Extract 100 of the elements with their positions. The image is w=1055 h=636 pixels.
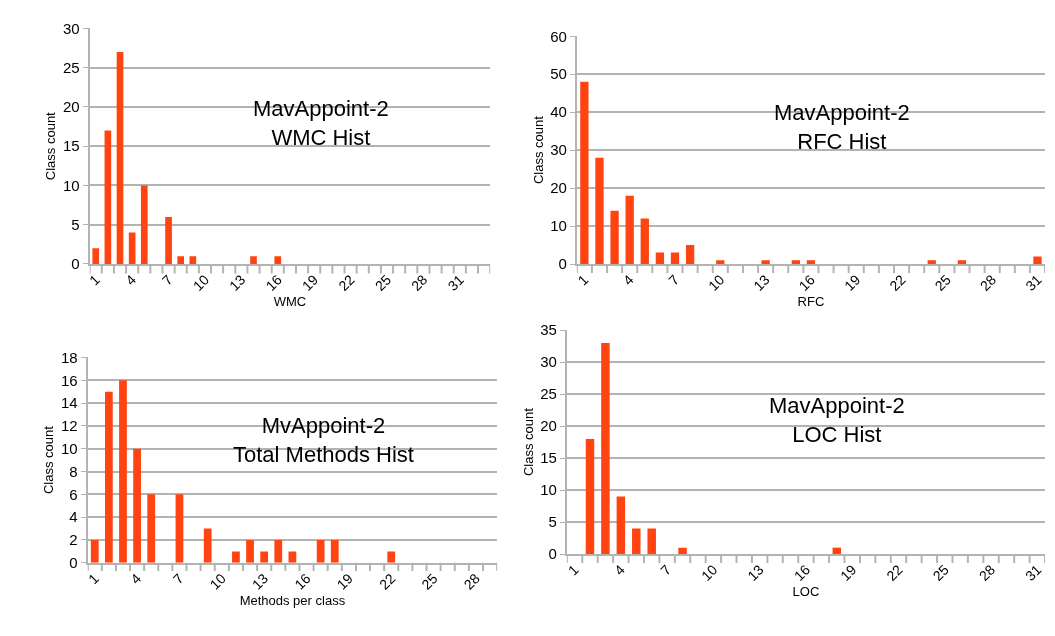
y-tick-label: 60: [550, 27, 567, 45]
x-tick-label: 31: [1022, 561, 1045, 584]
y-tick-label: 30: [550, 141, 567, 159]
bar: [203, 528, 212, 563]
bar: [640, 218, 649, 264]
y-tick-label: 30: [540, 353, 557, 371]
x-axis-title: Methods per class: [239, 592, 346, 608]
x-tick-label: 28: [975, 561, 999, 584]
bar: [1033, 256, 1042, 264]
x-tick-label: 10: [206, 570, 230, 593]
bar: [90, 539, 99, 563]
bar: [791, 260, 800, 264]
x-tick-label: 28: [460, 570, 484, 593]
x-tick-label: 16: [262, 271, 285, 294]
bar: [685, 245, 695, 264]
x-axis-title: RFC: [797, 293, 825, 309]
x-tick-label: 7: [665, 271, 683, 289]
bar: [175, 494, 184, 563]
x-tick-label: 28: [976, 271, 1000, 294]
bar: [610, 210, 619, 264]
x-tick-label: 1: [564, 561, 582, 579]
y-tick-label: 5: [71, 216, 80, 233]
bar: [316, 539, 325, 563]
y-tick-label: 0: [69, 554, 78, 572]
x-tick-label: 13: [744, 561, 767, 584]
bar: [250, 256, 257, 264]
x-tick-label: 10: [698, 561, 721, 584]
x-tick-label: 25: [931, 271, 955, 294]
bar: [616, 496, 626, 555]
x-tick-label: 22: [886, 271, 909, 294]
bar: [330, 539, 339, 563]
x-axis-title: WMC: [273, 293, 307, 309]
x-tick-label: 19: [840, 271, 864, 294]
x-tick-label: 16: [795, 271, 819, 294]
x-tick-label: 10: [189, 271, 213, 294]
x-tick-label: 13: [248, 570, 272, 593]
text: MavAppoint-2 LOC Hist: [769, 393, 905, 447]
x-tick-label: 7: [657, 561, 675, 579]
bar: [761, 260, 770, 264]
x-tick-label: 4: [619, 271, 637, 289]
y-tick-label: 25: [540, 385, 557, 403]
bar: [632, 528, 641, 555]
x-tick-label: 31: [444, 271, 468, 294]
bar: [580, 81, 589, 264]
x-tick-label: 25: [929, 561, 952, 584]
y-tick-label: 20: [540, 417, 557, 435]
y-tick-label: 0: [558, 255, 567, 273]
bar: [140, 185, 148, 264]
x-tick-label: 19: [298, 271, 322, 294]
x-tick-label: 19: [836, 561, 860, 584]
y-tick-label: 10: [550, 217, 567, 235]
x-tick-label: 10: [705, 271, 728, 294]
y-tick-label: 12: [60, 417, 78, 435]
bar: [595, 157, 604, 264]
x-tick-label: 1: [85, 271, 103, 289]
y-tick-label: 8: [69, 462, 78, 480]
y-axis-title: Class count: [43, 111, 59, 181]
bar: [585, 438, 595, 555]
x-tick-label: 25: [418, 570, 441, 593]
x-tick-label: 22: [375, 570, 399, 593]
bar: [957, 260, 967, 264]
x-tick-label: 4: [127, 570, 145, 588]
y-tick-label: 25: [62, 58, 80, 76]
y-tick-label: 10: [60, 439, 78, 457]
bar: [274, 256, 282, 264]
x-tick-label: 16: [790, 561, 814, 584]
bar: [232, 551, 240, 563]
y-tick-label: 15: [540, 449, 557, 467]
x-tick-label: 19: [333, 570, 357, 593]
y-tick-label: 2: [69, 531, 78, 549]
x-tick-label: 1: [84, 570, 102, 588]
bar: [806, 260, 816, 264]
y-tick-label: 14: [60, 394, 78, 412]
x-tick-label: 25: [371, 271, 395, 294]
x-tick-label: 28: [408, 271, 431, 294]
x-tick-label: 4: [611, 561, 629, 579]
bar: [678, 547, 687, 555]
y-tick-label: 30: [62, 19, 80, 37]
bar: [92, 248, 100, 264]
y-tick-label: 0: [548, 545, 557, 563]
bar: [104, 130, 112, 264]
bar: [625, 195, 634, 264]
y-tick-label: 4: [69, 508, 78, 526]
bar: [189, 256, 197, 264]
x-tick-label: 1: [574, 271, 592, 289]
x-tick-label: 22: [335, 271, 358, 294]
bar: [104, 391, 113, 563]
y-tick-label: 18: [60, 348, 78, 366]
y-tick-label: 20: [62, 98, 80, 116]
y-tick-label: 40: [550, 103, 567, 121]
y-tick-label: 35: [540, 321, 557, 339]
bar: [119, 380, 127, 563]
y-tick-label: 10: [62, 176, 80, 194]
bar: [133, 448, 141, 563]
y-tick-label: 20: [550, 179, 567, 197]
y-tick-label: 15: [62, 137, 80, 155]
x-tick-label: 4: [122, 271, 140, 289]
y-tick-label: 6: [69, 485, 78, 503]
x-tick-label: 31: [1022, 271, 1045, 294]
x-axis-title: LOC: [792, 583, 820, 599]
